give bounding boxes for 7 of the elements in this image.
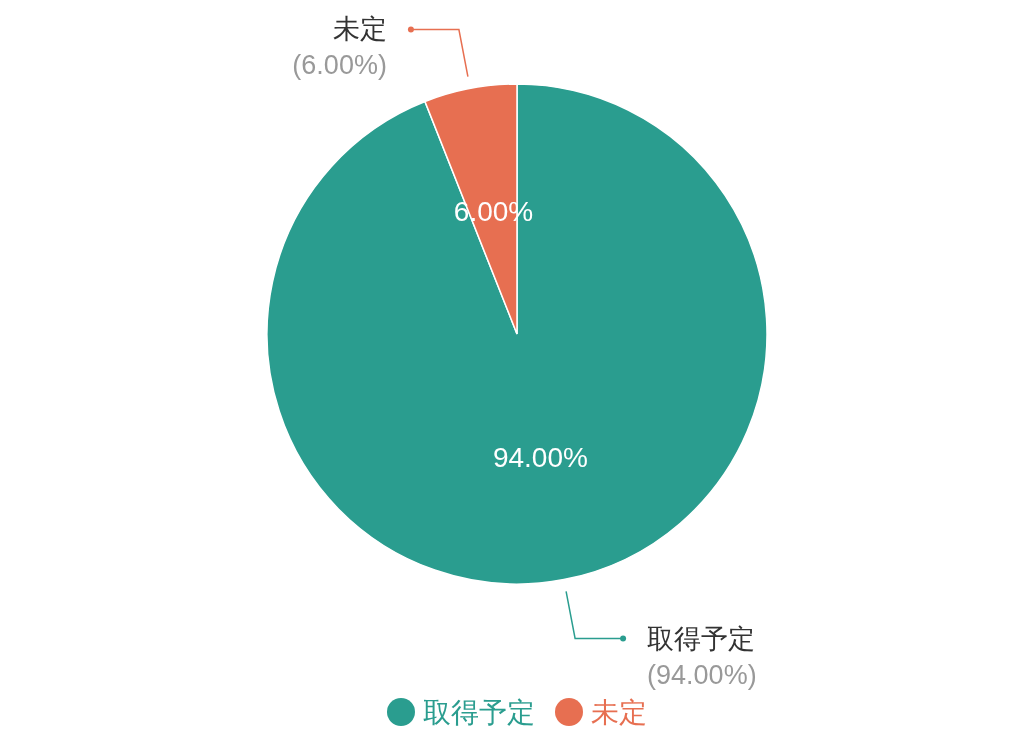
legend-label: 取得予定: [647, 623, 756, 654]
legend-label: 未定: [591, 697, 647, 728]
text: (94.00%): [647, 659, 757, 690]
data-label: 94.00%: [492, 441, 588, 473]
slice-label: 未定: [332, 14, 387, 45]
text: (6.00%): [292, 50, 387, 81]
legend: 取得予定 未定: [387, 697, 647, 728]
